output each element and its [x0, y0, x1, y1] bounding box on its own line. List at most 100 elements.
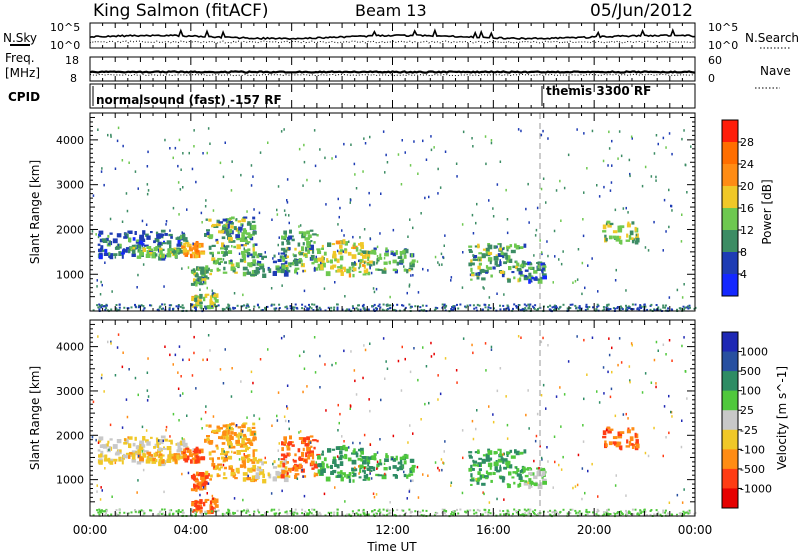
- velocity-echo-cell: [137, 479, 139, 482]
- velocity-echo-cell: [92, 400, 95, 404]
- power-echo-cell: [280, 247, 286, 251]
- velocity-echo-cell: [417, 378, 419, 382]
- velocity-echo-cell: [381, 513, 384, 516]
- power-echo-cell: [241, 232, 244, 236]
- power-echo-cell: [292, 253, 295, 256]
- power-echo-cell: [241, 234, 245, 239]
- power-echo-cell: [490, 139, 493, 142]
- power-echo-cell: [173, 247, 177, 251]
- power-echo-cell: [520, 246, 524, 249]
- velocity-echo-cell: [554, 460, 556, 464]
- velocity-echo-cell: [200, 472, 205, 477]
- power-echo-cell: [638, 306, 641, 309]
- velocity-echo-cell: [358, 472, 360, 475]
- power-echo-cell: [294, 267, 300, 270]
- velocity-echo-cell: [399, 465, 403, 469]
- velocity-echo-cell: [622, 413, 625, 416]
- velocity-echo-cell: [99, 498, 102, 501]
- velocity-echo-cell: [499, 513, 502, 516]
- power-echo-cell: [611, 139, 613, 143]
- power-echo-cell: [157, 233, 160, 237]
- power-echo-cell: [289, 229, 292, 234]
- velocity-echo-cell: [433, 352, 435, 356]
- velocity-echo-cell: [424, 402, 426, 406]
- velocity-echo-cell: [530, 467, 532, 471]
- velocity-echo-cell: [412, 479, 414, 482]
- velocity-echo-cell: [304, 442, 309, 447]
- velocity-echo-cell: [506, 437, 509, 440]
- velocity-echo-cell: [201, 427, 203, 430]
- power-echo-cell: [302, 242, 305, 246]
- velocity-echo-cell: [98, 439, 102, 443]
- power-echo-cell: [289, 307, 292, 310]
- velocity-echo-cell: [534, 439, 537, 443]
- velocity-echo-cell: [391, 457, 393, 460]
- power-echo-cell: [502, 255, 504, 258]
- velocity-echo-cell: [205, 424, 208, 427]
- velocity-echo-cell: [118, 456, 122, 462]
- power-echo-cell: [492, 207, 494, 210]
- power-echo-cell: [257, 253, 263, 256]
- power-echo-cell: [378, 303, 381, 306]
- velocity-echo-cell: [192, 474, 196, 479]
- power-echo-cell: [560, 262, 563, 266]
- power-echo-cell: [408, 285, 411, 288]
- velocity-echo-cell: [281, 441, 284, 446]
- velocity-echo-cell: [207, 334, 210, 337]
- velocity-echo-cell: [305, 514, 308, 517]
- power-echo-cell: [327, 242, 332, 247]
- power-echo-cell: [310, 307, 313, 310]
- velocity-echo-cell: [216, 474, 221, 477]
- power-echo-cell: [606, 303, 609, 306]
- velocity-echo-cell: [209, 349, 211, 352]
- velocity-echo-cell: [604, 440, 607, 444]
- power-echo-cell: [320, 261, 322, 265]
- power-echo-cell: [231, 216, 235, 220]
- power-echo-cell: [252, 243, 255, 248]
- velocity-echo-cell: [655, 385, 657, 389]
- power-echo-cell: [655, 175, 657, 179]
- power-echo-cell: [172, 206, 175, 210]
- power-echo-cell: [137, 306, 140, 309]
- power-echo-cell: [342, 266, 346, 270]
- power-echo-cell: [285, 269, 291, 273]
- power-echo-cell: [131, 253, 136, 257]
- power-echo-cell: [385, 153, 387, 157]
- power-echo-cell: [246, 210, 248, 213]
- power-echo-cell: [536, 309, 539, 312]
- power-echo-cell: [252, 259, 257, 264]
- power-echo-cell: [506, 246, 511, 249]
- velocity-echo-cell: [287, 452, 291, 456]
- power-echo-cell: [514, 243, 517, 248]
- power-echo-cell: [202, 280, 205, 284]
- velocity-echo-cell: [368, 398, 370, 401]
- velocity-echo-cell: [139, 456, 144, 462]
- velocity-echo-cell: [252, 436, 257, 441]
- velocity-echo-cell: [406, 474, 409, 479]
- power-echo-cell: [451, 306, 454, 308]
- power-echo-cell: [659, 308, 662, 311]
- velocity-echo-cell: [576, 335, 578, 338]
- power-echo-cell: [434, 307, 437, 310]
- velocity-echo-cell: [519, 479, 525, 482]
- power-echo-cell: [445, 304, 448, 307]
- velocity-echo-cell: [468, 456, 473, 459]
- velocity-echo-cell: [586, 511, 589, 514]
- power-echo-cell: [263, 255, 267, 259]
- velocity-echo-cell: [233, 432, 237, 436]
- power-echo-cell: [379, 253, 382, 259]
- power-echo-cell: [287, 247, 289, 251]
- power-echo-cell: [181, 245, 184, 249]
- power-echo-cell: [294, 247, 297, 251]
- power-echo-cell: [524, 274, 528, 278]
- power-echo-cell: [502, 252, 508, 256]
- power-echo-cell: [667, 307, 670, 310]
- power-echo-cell: [142, 238, 146, 243]
- velocity-echo-cell: [250, 479, 254, 482]
- power-echo-cell: [472, 304, 475, 307]
- velocity-echo-cell: [346, 513, 349, 516]
- velocity-echo-cell: [387, 509, 390, 512]
- velocity-echo-cell: [246, 508, 249, 511]
- velocity-echo-cell: [276, 419, 279, 422]
- power-echo-cell: [484, 135, 487, 138]
